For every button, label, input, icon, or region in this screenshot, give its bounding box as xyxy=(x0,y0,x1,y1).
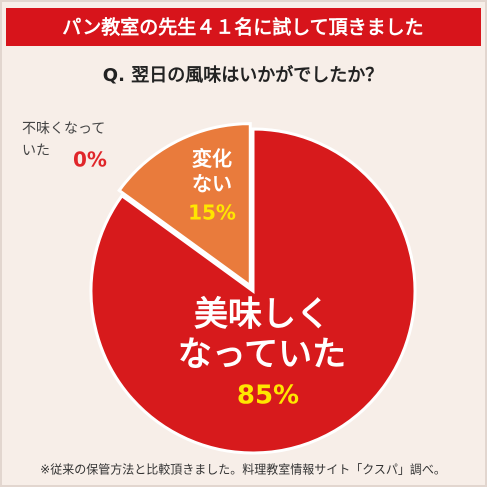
chart-title: パン教室の先生４１名に試して頂きました xyxy=(62,16,423,39)
value-label: 85% xyxy=(237,381,299,411)
pie xyxy=(89,122,417,455)
slice-label: 不味くなって xyxy=(22,121,105,137)
value-label: 0% xyxy=(73,148,107,172)
pie-slice xyxy=(117,122,252,289)
slice-label: ない xyxy=(192,172,232,196)
footnote: ※従来の保管方法と比較頂きました。料理教室情報サイト「クスパ」調べ。 xyxy=(40,462,446,477)
value-label: 15% xyxy=(188,201,236,225)
title-banner xyxy=(6,8,481,46)
slice-label: 美味しく xyxy=(194,295,330,335)
slice-label: 変化 xyxy=(192,147,232,171)
slice-label: なっていた xyxy=(178,335,346,375)
question: Q. 翌日の風味はいかがでしたか？ xyxy=(103,64,383,86)
slice-label: いた xyxy=(22,143,50,159)
